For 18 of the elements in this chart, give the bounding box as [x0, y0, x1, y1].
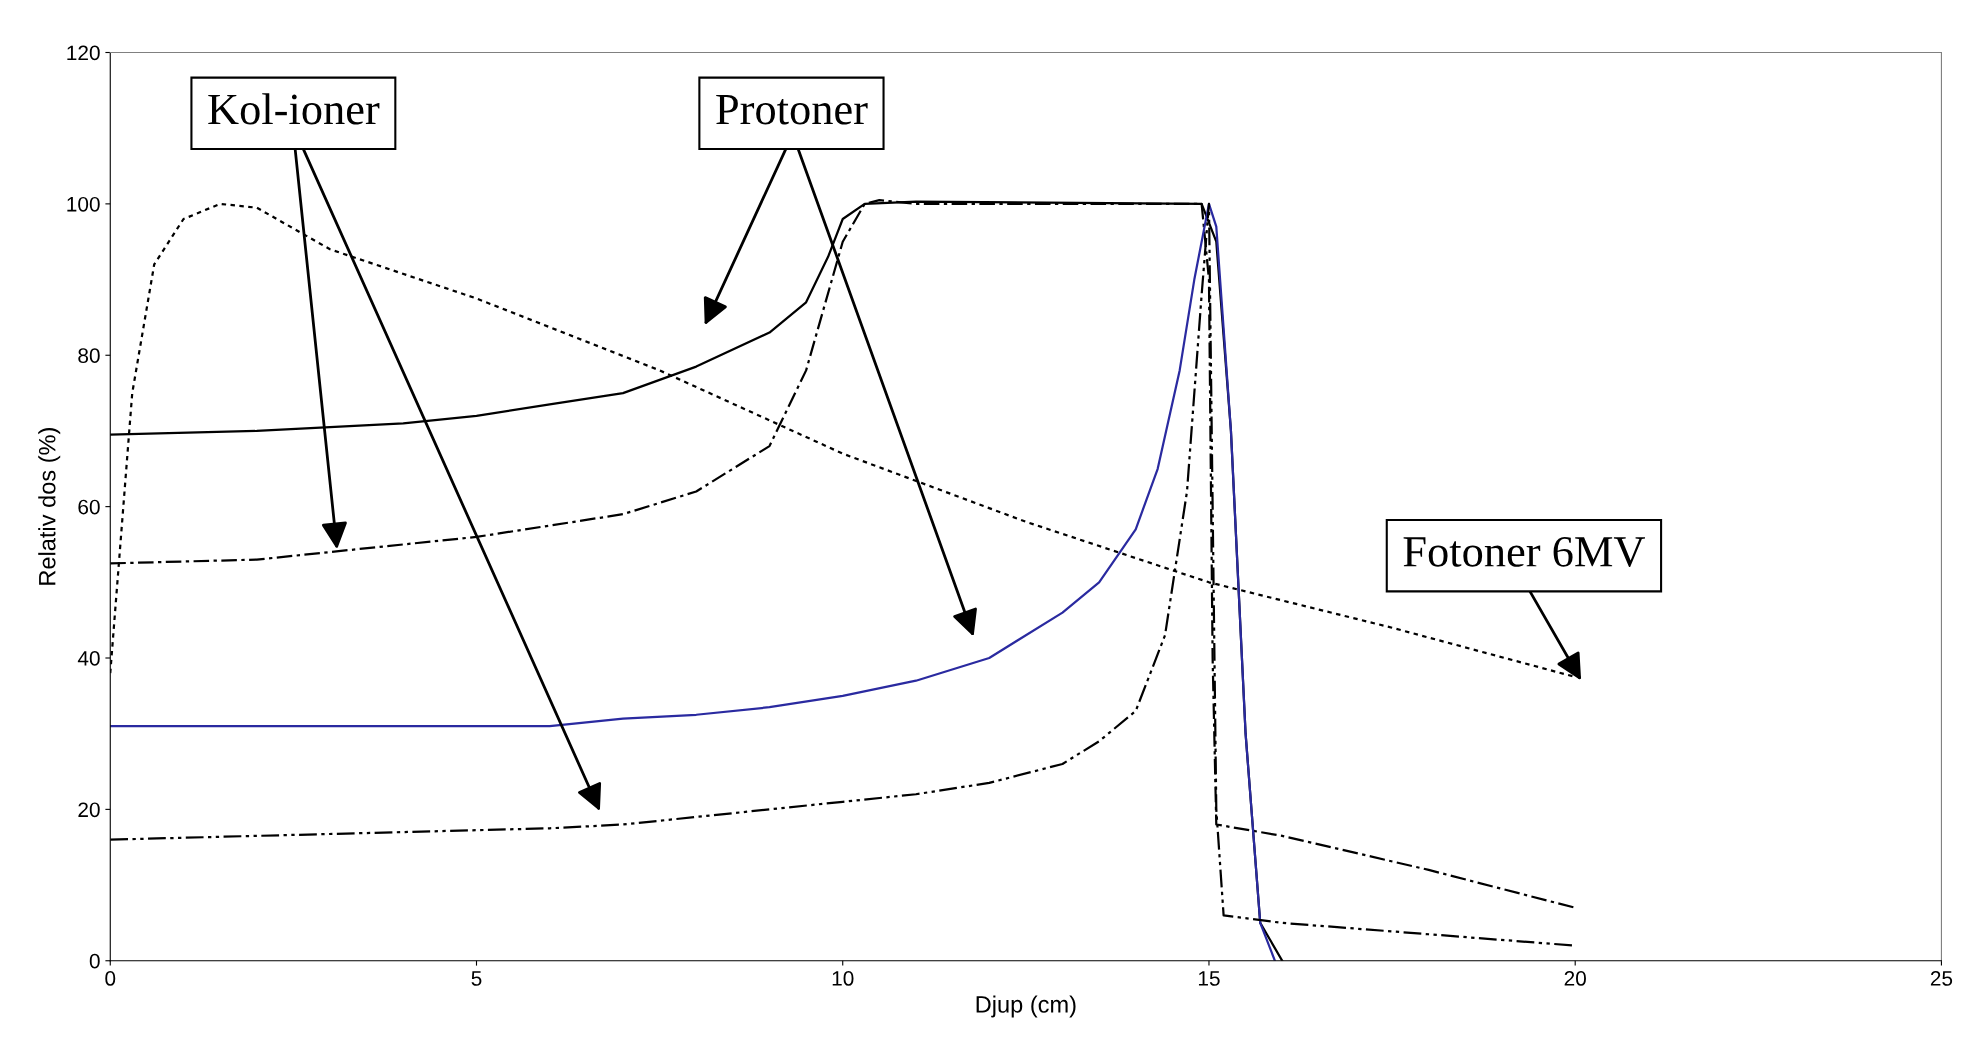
- x-tick-label: 20: [1564, 971, 1586, 986]
- annotation: Fotoner 6MV: [1403, 536, 1646, 568]
- y-axis-title: Relativ dos (%): [38, 428, 61, 585]
- annotation: Protoner: [716, 94, 868, 125]
- y-tick-label: 40: [77, 651, 100, 666]
- annotation: Kol-ioner: [208, 93, 380, 125]
- y-tick-label: 0: [89, 953, 100, 969]
- x-axis-title: Djup (cm): [976, 995, 1076, 1018]
- x-tick-label: 15: [1198, 971, 1220, 986]
- x-tick-label: 10: [832, 971, 854, 986]
- y-tick-label: 80: [78, 348, 100, 363]
- y-tick-label: 100: [67, 196, 100, 212]
- x-tick-label: 25: [1930, 971, 1953, 986]
- y-tick-label: 120: [67, 45, 100, 61]
- y-tick-label: 20: [78, 802, 100, 818]
- y-tick-label: 60: [78, 499, 100, 515]
- x-tick-label: 5: [471, 971, 482, 986]
- x-tick-label: 0: [105, 971, 116, 986]
